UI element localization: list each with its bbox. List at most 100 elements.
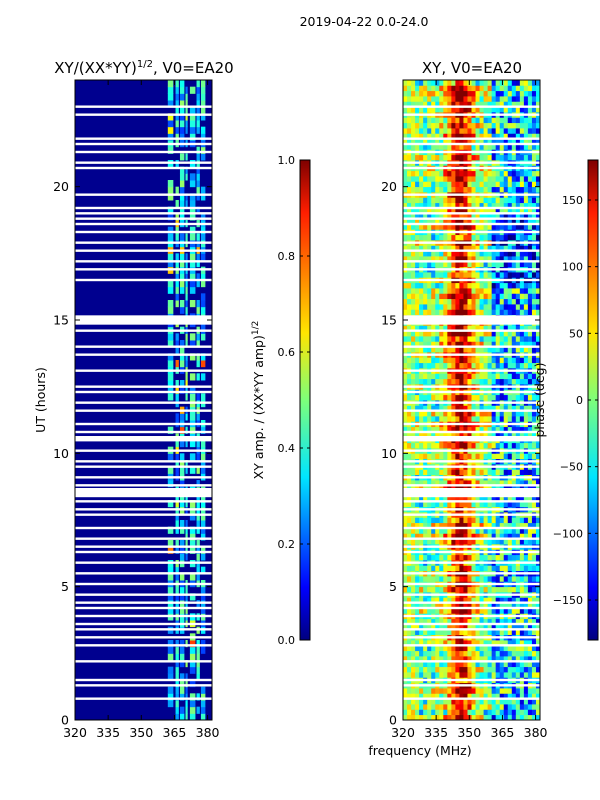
phase-cell: [419, 629, 424, 636]
phase-cell: [419, 538, 424, 545]
phase-cell: [471, 522, 476, 529]
phase-cell: [475, 576, 480, 582]
phase-cell: [503, 698, 509, 705]
phase-cell: [451, 517, 456, 524]
phase-cell: [519, 650, 525, 657]
phase-cell: [463, 405, 468, 412]
amplitude-cell: [196, 673, 200, 681]
phase-cell: [491, 224, 497, 230]
phase-cell: [491, 714, 497, 720]
flagged-row: [403, 628, 540, 631]
phase-cell: [451, 101, 456, 108]
phase-cell: [471, 405, 476, 412]
phase-cell: [439, 325, 444, 332]
phase-cell: [451, 453, 456, 460]
phase-cell: [451, 618, 456, 625]
phase-cell: [475, 672, 480, 678]
phase-cell: [475, 538, 480, 545]
amplitude-cell: [196, 173, 200, 181]
phase-cell: [451, 154, 456, 161]
phase-cell: [495, 586, 501, 593]
x-tick-label: 380: [524, 725, 548, 740]
phase-cell: [491, 672, 497, 678]
phase-cell: [531, 117, 537, 124]
phase-cell: [419, 618, 424, 625]
phase-cell: [515, 293, 521, 300]
flagged-row: [403, 166, 540, 170]
phase-cell: [439, 538, 444, 545]
amplitude-cell: [200, 640, 206, 648]
phase-cell: [439, 362, 444, 369]
phase-cell: [427, 528, 432, 534]
phase-cell: [463, 656, 468, 662]
phase-cell: [483, 181, 489, 188]
phase-cell: [443, 128, 448, 134]
amplitude-cell: [196, 100, 200, 108]
phase-cell: [499, 282, 505, 289]
phase-cell: [407, 272, 412, 278]
phase-cell: [431, 666, 436, 673]
phase-cell: [431, 624, 436, 630]
phase-cell: [439, 565, 444, 572]
phase-cell: [443, 480, 448, 486]
phase-cell: [451, 714, 456, 720]
phase-cell: [507, 469, 513, 476]
phase-cell: [427, 640, 432, 646]
phase-cell: [407, 197, 412, 204]
phase-cell: [443, 666, 448, 673]
phase-cell: [455, 261, 460, 268]
flagged-row: [403, 582, 540, 586]
phase-cell: [483, 661, 489, 668]
phase-cell: [427, 661, 432, 668]
phase-cell: [435, 186, 440, 193]
phase-cell: [427, 496, 432, 502]
phase-cell: [423, 357, 428, 364]
phase-cell: [431, 330, 436, 337]
phase-cell: [519, 597, 525, 604]
phase-cell: [479, 250, 484, 257]
phase-cell: [439, 293, 444, 300]
phase-cell: [491, 144, 497, 150]
phase-cell: [439, 378, 444, 385]
phase-cell: [519, 672, 525, 678]
phase-cell: [491, 170, 497, 177]
phase-cell: [431, 405, 436, 412]
phase-cell: [463, 144, 468, 150]
phase-cell: [423, 624, 428, 630]
phase-cell: [475, 624, 480, 630]
phase-cell: [439, 528, 444, 534]
amplitude-cell: [185, 640, 188, 648]
phase-cell: [459, 272, 464, 278]
amplitude-cell: [185, 526, 188, 534]
phase-cell: [423, 197, 428, 204]
phase-cell: [467, 565, 472, 572]
phase-cell: [515, 122, 521, 129]
flagged-row: [75, 217, 212, 220]
phase-cell: [463, 640, 468, 646]
amplitude-cell: [189, 546, 196, 554]
amplitude-cell: [175, 113, 179, 121]
phase-cell: [423, 602, 428, 609]
flagged-row: [403, 622, 540, 626]
phase-cell: [475, 90, 480, 97]
amplitude-cell: [196, 166, 200, 174]
phase-cell: [467, 517, 472, 524]
phase-cell: [435, 197, 440, 204]
phase-cell: [407, 234, 412, 241]
phase-cell: [435, 341, 440, 348]
amplitude-cell: [196, 206, 200, 214]
phase-cell: [447, 709, 452, 716]
phase-cell: [431, 85, 436, 92]
phase-cell: [467, 224, 472, 230]
phase-cell: [479, 357, 484, 364]
phase-cell: [503, 618, 509, 625]
phase-cell: [475, 416, 480, 422]
phase-cell: [455, 85, 460, 92]
phase-cell: [435, 96, 440, 102]
flagged-row: [403, 230, 540, 234]
phase-cell: [511, 362, 517, 369]
amplitude-cell: [185, 393, 188, 401]
phase-cell: [507, 346, 513, 353]
phase-cell: [459, 554, 464, 561]
phase-cell: [415, 309, 420, 316]
